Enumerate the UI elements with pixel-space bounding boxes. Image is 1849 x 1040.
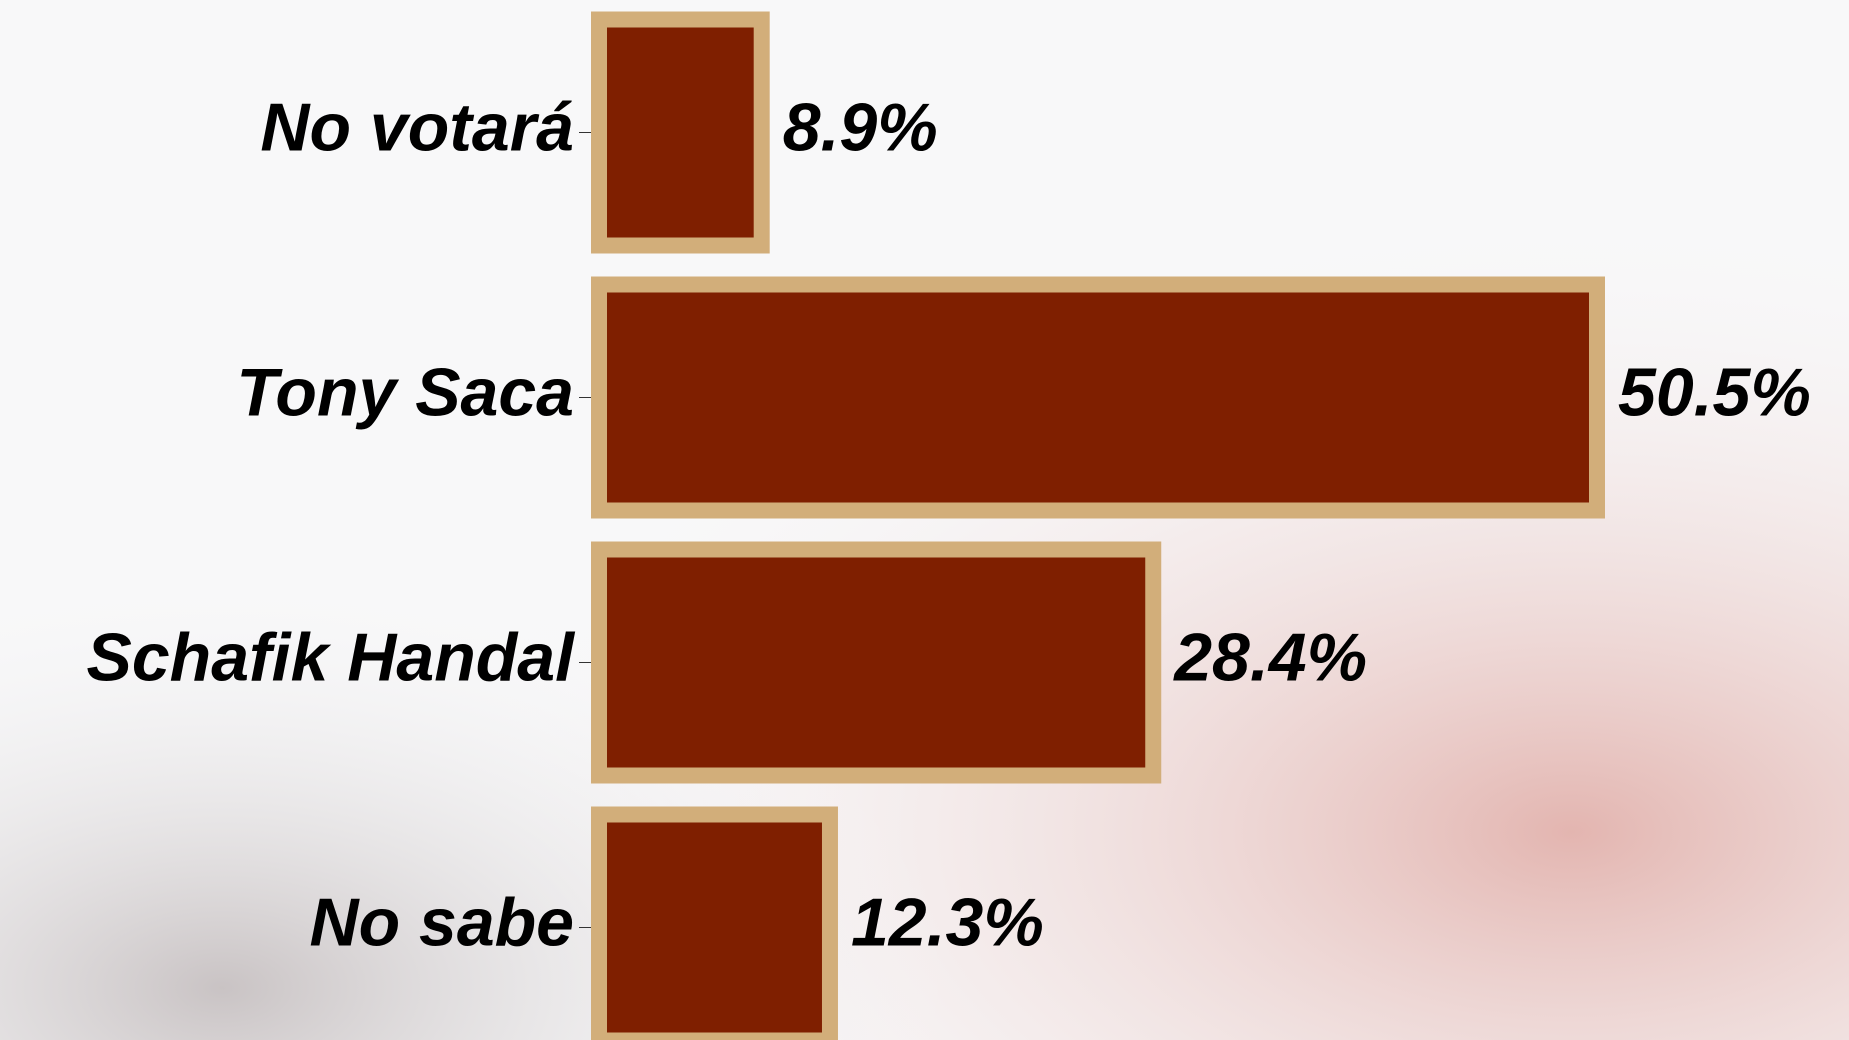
- value-label: 8.9%: [783, 89, 938, 165]
- bar: [599, 285, 1597, 511]
- value-label: 12.3%: [851, 884, 1044, 960]
- category-label: No sabe: [309, 884, 574, 960]
- category-label: Tony Saca: [236, 354, 574, 430]
- category-label: Schafik Handal: [87, 619, 577, 695]
- bar: [599, 20, 762, 246]
- chart: No votará 8.9% Tony Saca 50.5% Schafik Handa…: [0, 0, 1849, 1040]
- value-label: 28.4%: [1172, 619, 1367, 695]
- value-label: 50.5%: [1618, 354, 1811, 430]
- bar: [599, 815, 830, 1040]
- category-label: No votará: [260, 89, 574, 165]
- bar: [599, 550, 1153, 776]
